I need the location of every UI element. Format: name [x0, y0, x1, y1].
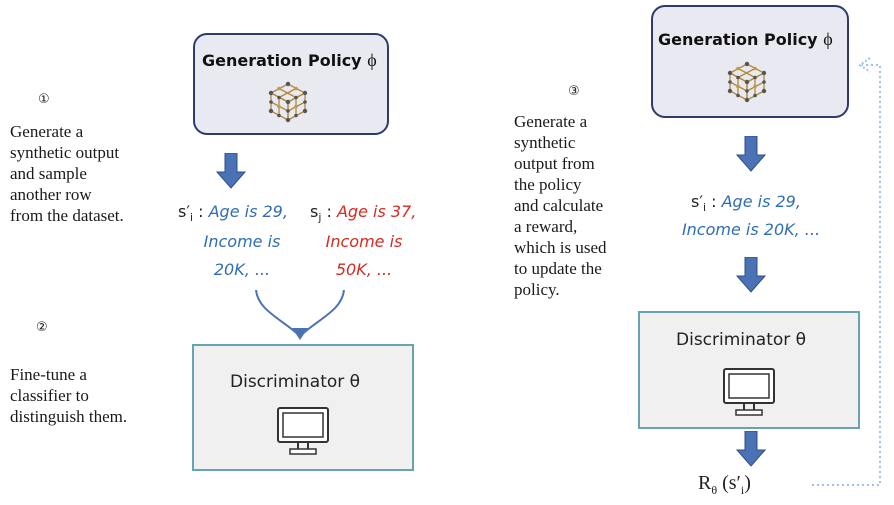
policy-title-right: Generation Policy ϕ — [658, 29, 833, 49]
down-arrow-icon — [216, 153, 246, 189]
reward-formula: Rθ (s′i) — [698, 472, 751, 497]
sample-j-line-3: 50K, ... — [335, 260, 393, 279]
phi-symbol: ϕ — [823, 29, 833, 49]
discriminator-box: Discriminator θ — [192, 344, 414, 471]
merge-arrow-icon — [255, 289, 345, 340]
sample-j-line-2: Income is — [325, 232, 403, 251]
generation-policy-box: Generation Policy ϕ — [193, 33, 389, 135]
step-2-number: ② — [36, 320, 48, 335]
phi-symbol: ϕ — [367, 50, 377, 70]
sample-i-line-2: Income is — [203, 232, 281, 251]
monitor-icon — [277, 407, 329, 455]
step-1-description: Generate a synthetic output and sample a… — [10, 122, 124, 225]
down-arrow-icon — [736, 136, 766, 172]
step-3-number: ③ — [568, 84, 580, 99]
generation-policy-box-right: Generation Policy ϕ — [651, 5, 849, 118]
network-cube-icon — [268, 81, 308, 123]
network-cube-icon — [727, 61, 767, 103]
down-arrow-icon — [736, 257, 766, 293]
step-2-description: Fine-tune a classifier to distinguish th… — [10, 365, 128, 426]
synthetic-sample-i: s′i : Age is 29, — [178, 201, 288, 229]
sample-i-line-1: s′i : Age is 29, — [178, 202, 288, 225]
sample-i-line-3: 20K, ... — [213, 260, 271, 279]
policy-title: Generation Policy ϕ — [202, 50, 377, 70]
step-1-number: ① — [38, 92, 50, 107]
step-3-description: Generate a synthetic output from the pol… — [514, 112, 607, 299]
synthetic-sample-i-right: s′i : Age is 29, — [691, 192, 801, 215]
discriminator-title: Discriminator θ — [230, 372, 361, 392]
monitor-icon — [723, 368, 775, 416]
discriminator-title-right: Discriminator θ — [676, 330, 807, 350]
discriminator-box-right: Discriminator θ — [638, 311, 860, 429]
down-arrow-icon — [736, 431, 766, 467]
sample-i-right-line-2: Income is 20K, ... — [681, 220, 821, 239]
feedback-loop-arrow — [812, 57, 881, 486]
real-sample-j: sj : Age is 37, — [310, 202, 417, 225]
